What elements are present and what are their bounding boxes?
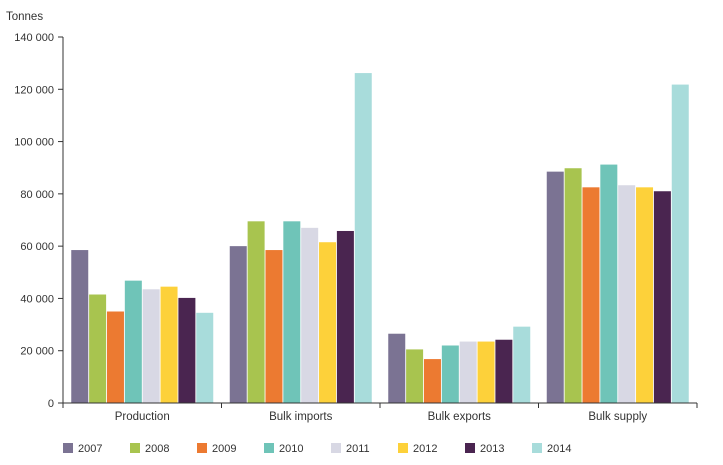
- bar-2013-bulk-exports: [495, 339, 513, 403]
- bar-2011-bulk-imports: [301, 227, 319, 403]
- bar-2013-bulk-imports: [336, 230, 354, 403]
- bar-2012-bulk-supply: [636, 187, 654, 403]
- y-tick-label: 140 000: [14, 32, 54, 44]
- bar-2009-bulk-imports: [265, 250, 283, 403]
- x-tick-label: Bulk imports: [269, 411, 333, 423]
- bar-2014-bulk-exports: [513, 326, 531, 403]
- x-axis: Production Bulk imports Bulk exports Bulk s…: [62, 402, 698, 423]
- legend-label-2007: 2007: [78, 443, 102, 455]
- bar-2009-bulk-exports: [423, 359, 441, 403]
- y-tick-label: 60 000: [20, 241, 54, 253]
- y-axis-label: Tonnes: [6, 11, 43, 23]
- bar-2010-bulk-supply: [600, 164, 618, 403]
- legend-label-2014: 2014: [547, 443, 571, 455]
- bar-2007-bulk-imports: [229, 246, 247, 403]
- bar-2012-bulk-exports: [477, 341, 495, 403]
- legend-swatch-2010: [264, 443, 274, 453]
- bars: [71, 73, 689, 403]
- bar-2009-production: [106, 311, 124, 403]
- bar-2010-bulk-imports: [283, 221, 301, 403]
- legend-label-2011: 2011: [346, 443, 370, 455]
- bar-2013-production: [178, 297, 196, 403]
- bar-2007-bulk-supply: [546, 171, 564, 403]
- y-tick-label: 20 000: [20, 346, 54, 358]
- bar-2007-production: [71, 250, 89, 403]
- bar-2012-production: [160, 286, 178, 403]
- legend-swatch-2009: [197, 443, 207, 453]
- bar-2011-bulk-supply: [618, 185, 636, 403]
- x-tick-label: Production: [115, 411, 170, 423]
- y-tick-label: 100 000: [14, 137, 54, 149]
- legend-swatch-2011: [331, 443, 341, 453]
- bar-2009-bulk-supply: [582, 187, 600, 403]
- bar-2010-bulk-exports: [441, 345, 459, 403]
- legend: 2007 2008 2009 2010 2011 2012 2013 2014: [63, 443, 571, 455]
- legend-label-2013: 2013: [480, 443, 504, 455]
- legend-swatch-2012: [398, 443, 408, 453]
- bar-2008-production: [89, 294, 107, 403]
- bar-2008-bulk-exports: [406, 349, 424, 403]
- legend-swatch-2014: [532, 443, 542, 453]
- bar-2007-bulk-exports: [388, 333, 406, 403]
- y-axis: 0 20 000 40 000 60 000 80 000 100 000 120 000 1…: [14, 32, 64, 410]
- legend-swatch-2007: [63, 443, 73, 453]
- y-tick-label: 0: [48, 398, 54, 410]
- bar-2011-production: [142, 289, 160, 403]
- bar-2014-production: [196, 312, 214, 403]
- legend-label-2009: 2009: [212, 443, 236, 455]
- bar-2013-bulk-supply: [653, 191, 671, 403]
- legend-label-2012: 2012: [413, 443, 437, 455]
- bar-2011-bulk-exports: [459, 341, 477, 403]
- legend-label-2008: 2008: [145, 443, 169, 455]
- y-tick-label: 40 000: [20, 293, 54, 305]
- y-tick-label: 80 000: [20, 189, 54, 201]
- legend-label-2010: 2010: [279, 443, 303, 455]
- bar-2008-bulk-imports: [247, 221, 265, 403]
- bar-2014-bulk-imports: [354, 73, 372, 403]
- legend-swatch-2013: [465, 443, 475, 453]
- legend-swatch-2008: [130, 443, 140, 453]
- x-tick-label: Bulk exports: [428, 411, 492, 423]
- bar-2008-bulk-supply: [564, 168, 582, 403]
- bar-2012-bulk-imports: [319, 242, 337, 403]
- bar-2010-production: [124, 280, 142, 403]
- y-tick-label: 120 000: [14, 84, 54, 96]
- bar-2014-bulk-supply: [671, 84, 689, 403]
- x-tick-label: Bulk supply: [588, 411, 647, 423]
